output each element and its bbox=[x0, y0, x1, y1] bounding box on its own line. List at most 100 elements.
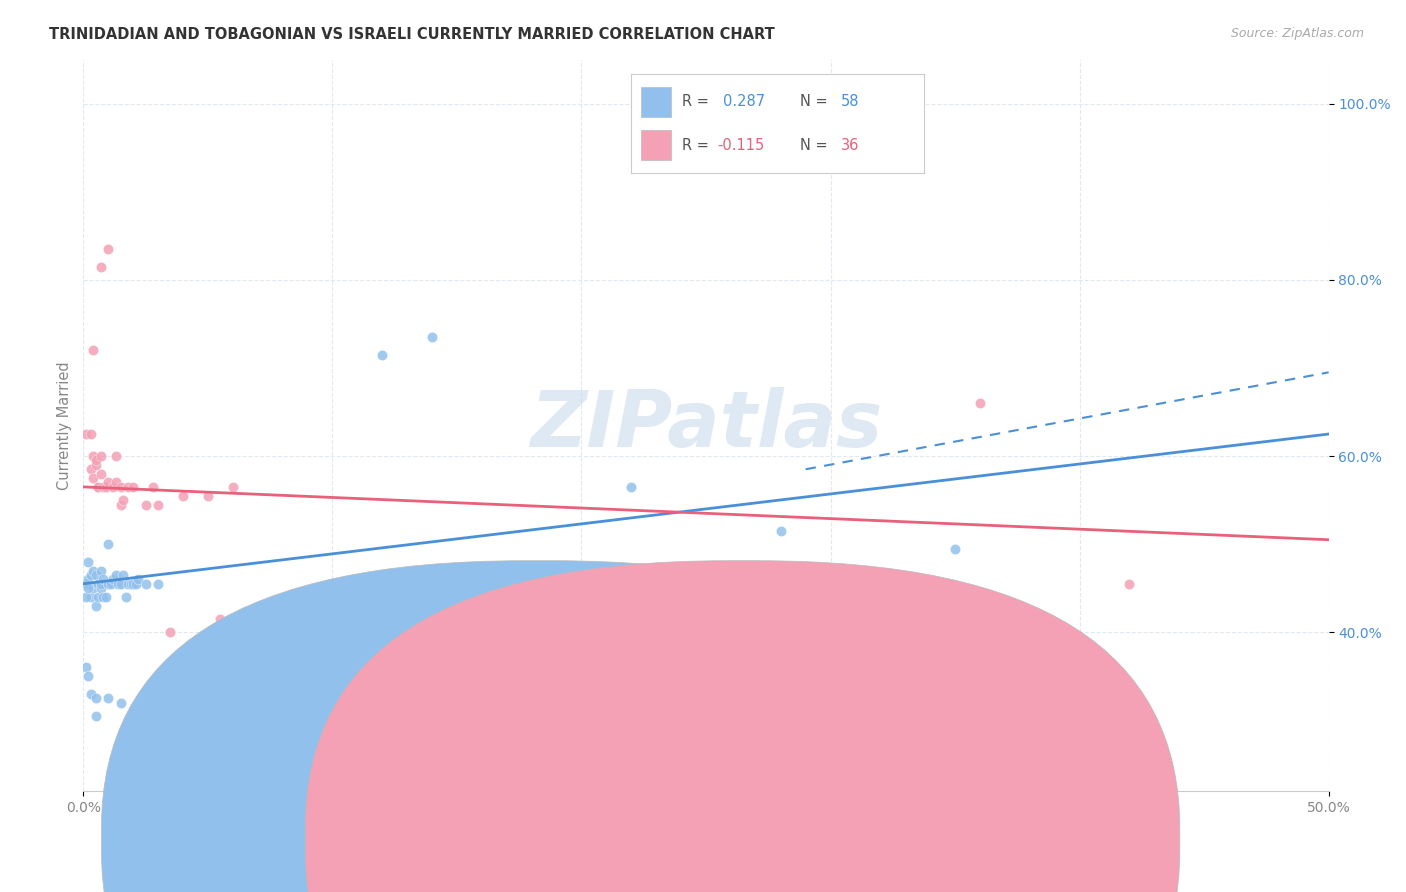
Point bbox=[80, 568, 103, 582]
Y-axis label: Currently Married: Currently Married bbox=[58, 361, 72, 490]
Point bbox=[222, 678, 245, 692]
Point bbox=[969, 396, 991, 410]
Point bbox=[75, 660, 97, 674]
Point bbox=[420, 330, 443, 344]
Point bbox=[84, 458, 107, 472]
Point bbox=[87, 480, 110, 494]
Point bbox=[82, 581, 104, 595]
Point bbox=[75, 590, 97, 604]
Point bbox=[77, 573, 100, 587]
Point bbox=[80, 462, 103, 476]
Point bbox=[146, 498, 169, 512]
Point bbox=[97, 537, 120, 551]
Point bbox=[84, 453, 107, 467]
Point bbox=[172, 647, 194, 661]
Point bbox=[114, 590, 136, 604]
Point bbox=[80, 687, 103, 701]
Point bbox=[110, 576, 132, 591]
Point bbox=[104, 449, 127, 463]
Point bbox=[94, 590, 117, 604]
Point bbox=[100, 576, 122, 591]
Point bbox=[197, 489, 219, 503]
Point bbox=[91, 590, 114, 604]
Point bbox=[87, 576, 110, 591]
Point bbox=[233, 673, 256, 688]
Point bbox=[159, 665, 181, 679]
Point bbox=[271, 603, 294, 617]
Point bbox=[110, 498, 132, 512]
Point bbox=[112, 493, 135, 508]
Point bbox=[90, 564, 112, 578]
Point bbox=[117, 576, 139, 591]
Point bbox=[146, 576, 169, 591]
Point bbox=[246, 612, 269, 626]
Point bbox=[209, 673, 232, 688]
Point bbox=[90, 581, 112, 595]
Point bbox=[84, 709, 107, 723]
Point bbox=[135, 576, 157, 591]
Point bbox=[97, 691, 120, 706]
Point bbox=[117, 480, 139, 494]
Point bbox=[122, 576, 145, 591]
Point bbox=[77, 581, 100, 595]
Point bbox=[107, 576, 129, 591]
Point bbox=[1118, 576, 1140, 591]
Point bbox=[159, 625, 181, 640]
Point bbox=[87, 480, 110, 494]
Point bbox=[90, 260, 112, 274]
Text: Source: ZipAtlas.com: Source: ZipAtlas.com bbox=[1230, 27, 1364, 40]
Point bbox=[82, 343, 104, 358]
Point bbox=[127, 573, 149, 587]
Point bbox=[87, 590, 110, 604]
Point bbox=[122, 480, 145, 494]
Point bbox=[97, 242, 120, 256]
Point bbox=[94, 480, 117, 494]
Point bbox=[82, 449, 104, 463]
Point bbox=[110, 480, 132, 494]
Point bbox=[97, 475, 120, 490]
Point bbox=[104, 568, 127, 582]
Point bbox=[943, 541, 966, 556]
Point bbox=[84, 568, 107, 582]
Point bbox=[91, 480, 114, 494]
Text: TRINIDADIAN AND TOBAGONIAN VS ISRAELI CURRENTLY MARRIED CORRELATION CHART: TRINIDADIAN AND TOBAGONIAN VS ISRAELI CU… bbox=[49, 27, 775, 42]
Point bbox=[371, 348, 394, 362]
Point bbox=[620, 612, 643, 626]
Point bbox=[104, 475, 127, 490]
Point bbox=[84, 599, 107, 613]
Text: ZIPatlas: ZIPatlas bbox=[530, 387, 882, 463]
Point bbox=[90, 576, 112, 591]
Point bbox=[209, 612, 232, 626]
Point bbox=[197, 665, 219, 679]
Point bbox=[80, 590, 103, 604]
Point bbox=[75, 576, 97, 591]
Point bbox=[135, 498, 157, 512]
Point bbox=[259, 639, 281, 653]
Point bbox=[80, 427, 103, 442]
Point bbox=[769, 524, 792, 538]
Point bbox=[82, 564, 104, 578]
Point bbox=[75, 427, 97, 442]
Point bbox=[142, 480, 165, 494]
Point bbox=[112, 568, 135, 582]
Point bbox=[620, 480, 643, 494]
Point bbox=[90, 449, 112, 463]
Point bbox=[77, 669, 100, 683]
Point bbox=[77, 555, 100, 569]
Point bbox=[110, 696, 132, 710]
Point bbox=[97, 576, 120, 591]
Point bbox=[184, 665, 207, 679]
Point bbox=[84, 691, 107, 706]
Point bbox=[620, 621, 643, 635]
Text: Trinidadians and Tobagonians: Trinidadians and Tobagonians bbox=[565, 833, 770, 847]
Point bbox=[124, 576, 146, 591]
Point bbox=[82, 471, 104, 485]
Point bbox=[101, 480, 124, 494]
Point bbox=[222, 480, 245, 494]
Text: Israelis: Israelis bbox=[769, 833, 818, 847]
Point bbox=[90, 467, 112, 481]
Point bbox=[172, 489, 194, 503]
Point bbox=[120, 576, 142, 591]
Point bbox=[91, 573, 114, 587]
Point bbox=[101, 573, 124, 587]
